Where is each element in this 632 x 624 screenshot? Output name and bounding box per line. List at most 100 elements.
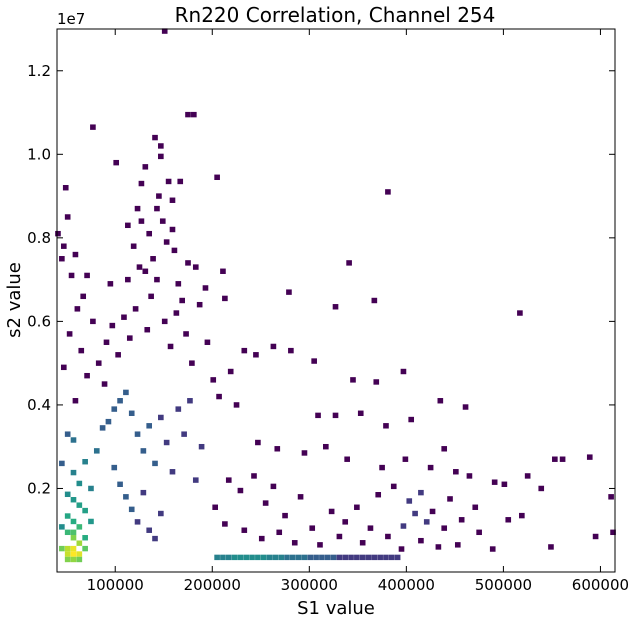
heatmap-cell [266, 554, 273, 561]
heatmap-cell [388, 554, 395, 561]
heatmap-cell [214, 554, 220, 561]
heatmap-cell [90, 124, 96, 130]
y-tick-label: 1.2 [27, 62, 51, 80]
heatmap-cell [412, 510, 418, 517]
heatmap-cell [315, 412, 321, 419]
heatmap-cell [84, 272, 90, 279]
heatmap-cell [70, 437, 77, 443]
heatmap-cell [241, 527, 248, 533]
heatmap-cell [501, 481, 508, 487]
heatmap-cell [286, 289, 292, 295]
heatmap-cell [64, 529, 71, 536]
y-tick-label: 0.4 [27, 396, 51, 414]
heatmap-cell [373, 379, 380, 385]
heatmap-cell [117, 481, 123, 487]
heatmap-cell [330, 554, 337, 561]
heatmap-cell [66, 331, 73, 337]
heatmap-cell [185, 111, 191, 118]
heatmap-cell [222, 521, 228, 527]
heatmap-cell [70, 535, 77, 541]
heatmap-cell [192, 264, 199, 270]
heatmap-cell [365, 554, 372, 561]
x-tick-label: 300000 [281, 576, 338, 594]
heatmap-cell [233, 402, 240, 408]
heatmap-cell [251, 473, 257, 479]
heatmap-cell [548, 544, 554, 550]
heatmap-cell [354, 554, 360, 561]
x-tick-label: 600000 [572, 576, 629, 594]
heatmap-cell [418, 489, 424, 496]
heatmap-cell [55, 230, 61, 237]
heatmap-cell [169, 226, 176, 233]
heatmap-cell [123, 389, 129, 396]
heatmap-cell [346, 260, 352, 266]
chart-title: Rn220 Correlation, Channel 254 [175, 3, 496, 27]
heatmap-cell [105, 418, 112, 425]
heatmap-cell [276, 529, 283, 536]
heatmap-cell [169, 197, 176, 203]
heatmap-cell [379, 464, 385, 471]
heatmap-cell [74, 306, 81, 312]
heatmap-cell [423, 519, 430, 525]
heatmap-cell [458, 517, 465, 523]
heatmap-cell [146, 423, 153, 429]
heatmap-cell [117, 398, 123, 404]
heatmap-cell [109, 322, 116, 329]
heatmap-cell [159, 218, 166, 224]
heatmap-cell [60, 364, 67, 371]
heatmap-cell [59, 256, 65, 262]
heatmap-cell [332, 304, 339, 310]
heatmap-cell [538, 485, 545, 492]
heatmap-cell [357, 410, 364, 416]
heatmap-cell [398, 546, 405, 552]
heatmap-cell [70, 545, 77, 552]
heatmap-cell [126, 335, 133, 341]
heatmap-cell [173, 310, 180, 316]
heatmap-cell [313, 554, 319, 561]
heatmap-cell [288, 347, 294, 354]
heatmap-cell [212, 504, 218, 510]
heatmap-cell [154, 205, 160, 212]
heatmap-cell [198, 443, 205, 450]
x-tick-label: 400000 [378, 576, 435, 594]
heatmap-cell [284, 554, 290, 561]
heatmap-cell [311, 358, 317, 364]
heatmap-cell [76, 556, 83, 563]
heatmap-cell [167, 343, 174, 350]
heatmap-cell [146, 527, 153, 533]
heatmap-cell [196, 301, 203, 308]
heatmap-cell [220, 554, 226, 561]
heatmap-cell [76, 540, 83, 546]
heatmap-cell [185, 260, 191, 266]
x-tick-label: 100000 [87, 576, 144, 594]
heatmap-cell [64, 431, 71, 437]
heatmap-cell [192, 477, 199, 483]
heatmap-cell [62, 185, 69, 191]
heatmap-cell [142, 164, 149, 170]
heatmap-cell [140, 489, 147, 496]
heatmap-cell [148, 293, 154, 300]
heatmap-cell [59, 545, 65, 552]
heatmap-cell [237, 554, 244, 561]
heatmap-cell [552, 456, 558, 462]
heatmap-cell [158, 153, 164, 160]
heatmap-cells [55, 28, 616, 563]
y-axis-offset-label: 1e7 [57, 10, 85, 28]
x-tick-label: 200000 [184, 576, 241, 594]
heatmap-cell [88, 518, 94, 525]
heatmap-cell [76, 551, 83, 557]
heatmap-cell [134, 519, 141, 525]
heatmap-cell [136, 264, 143, 270]
heatmap-cell [586, 454, 593, 460]
heatmap-cell [161, 318, 168, 325]
heatmap-cell [128, 506, 135, 513]
heatmap-cell [95, 360, 102, 366]
heatmap-cell [142, 268, 149, 274]
heatmap-cell [70, 497, 77, 503]
heatmap-cell [158, 414, 164, 421]
heatmap-cell [301, 554, 308, 561]
heatmap-cell [359, 554, 366, 561]
heatmap-cell [371, 554, 378, 561]
heatmap-cell [262, 500, 269, 506]
heatmap-cell [64, 491, 71, 498]
